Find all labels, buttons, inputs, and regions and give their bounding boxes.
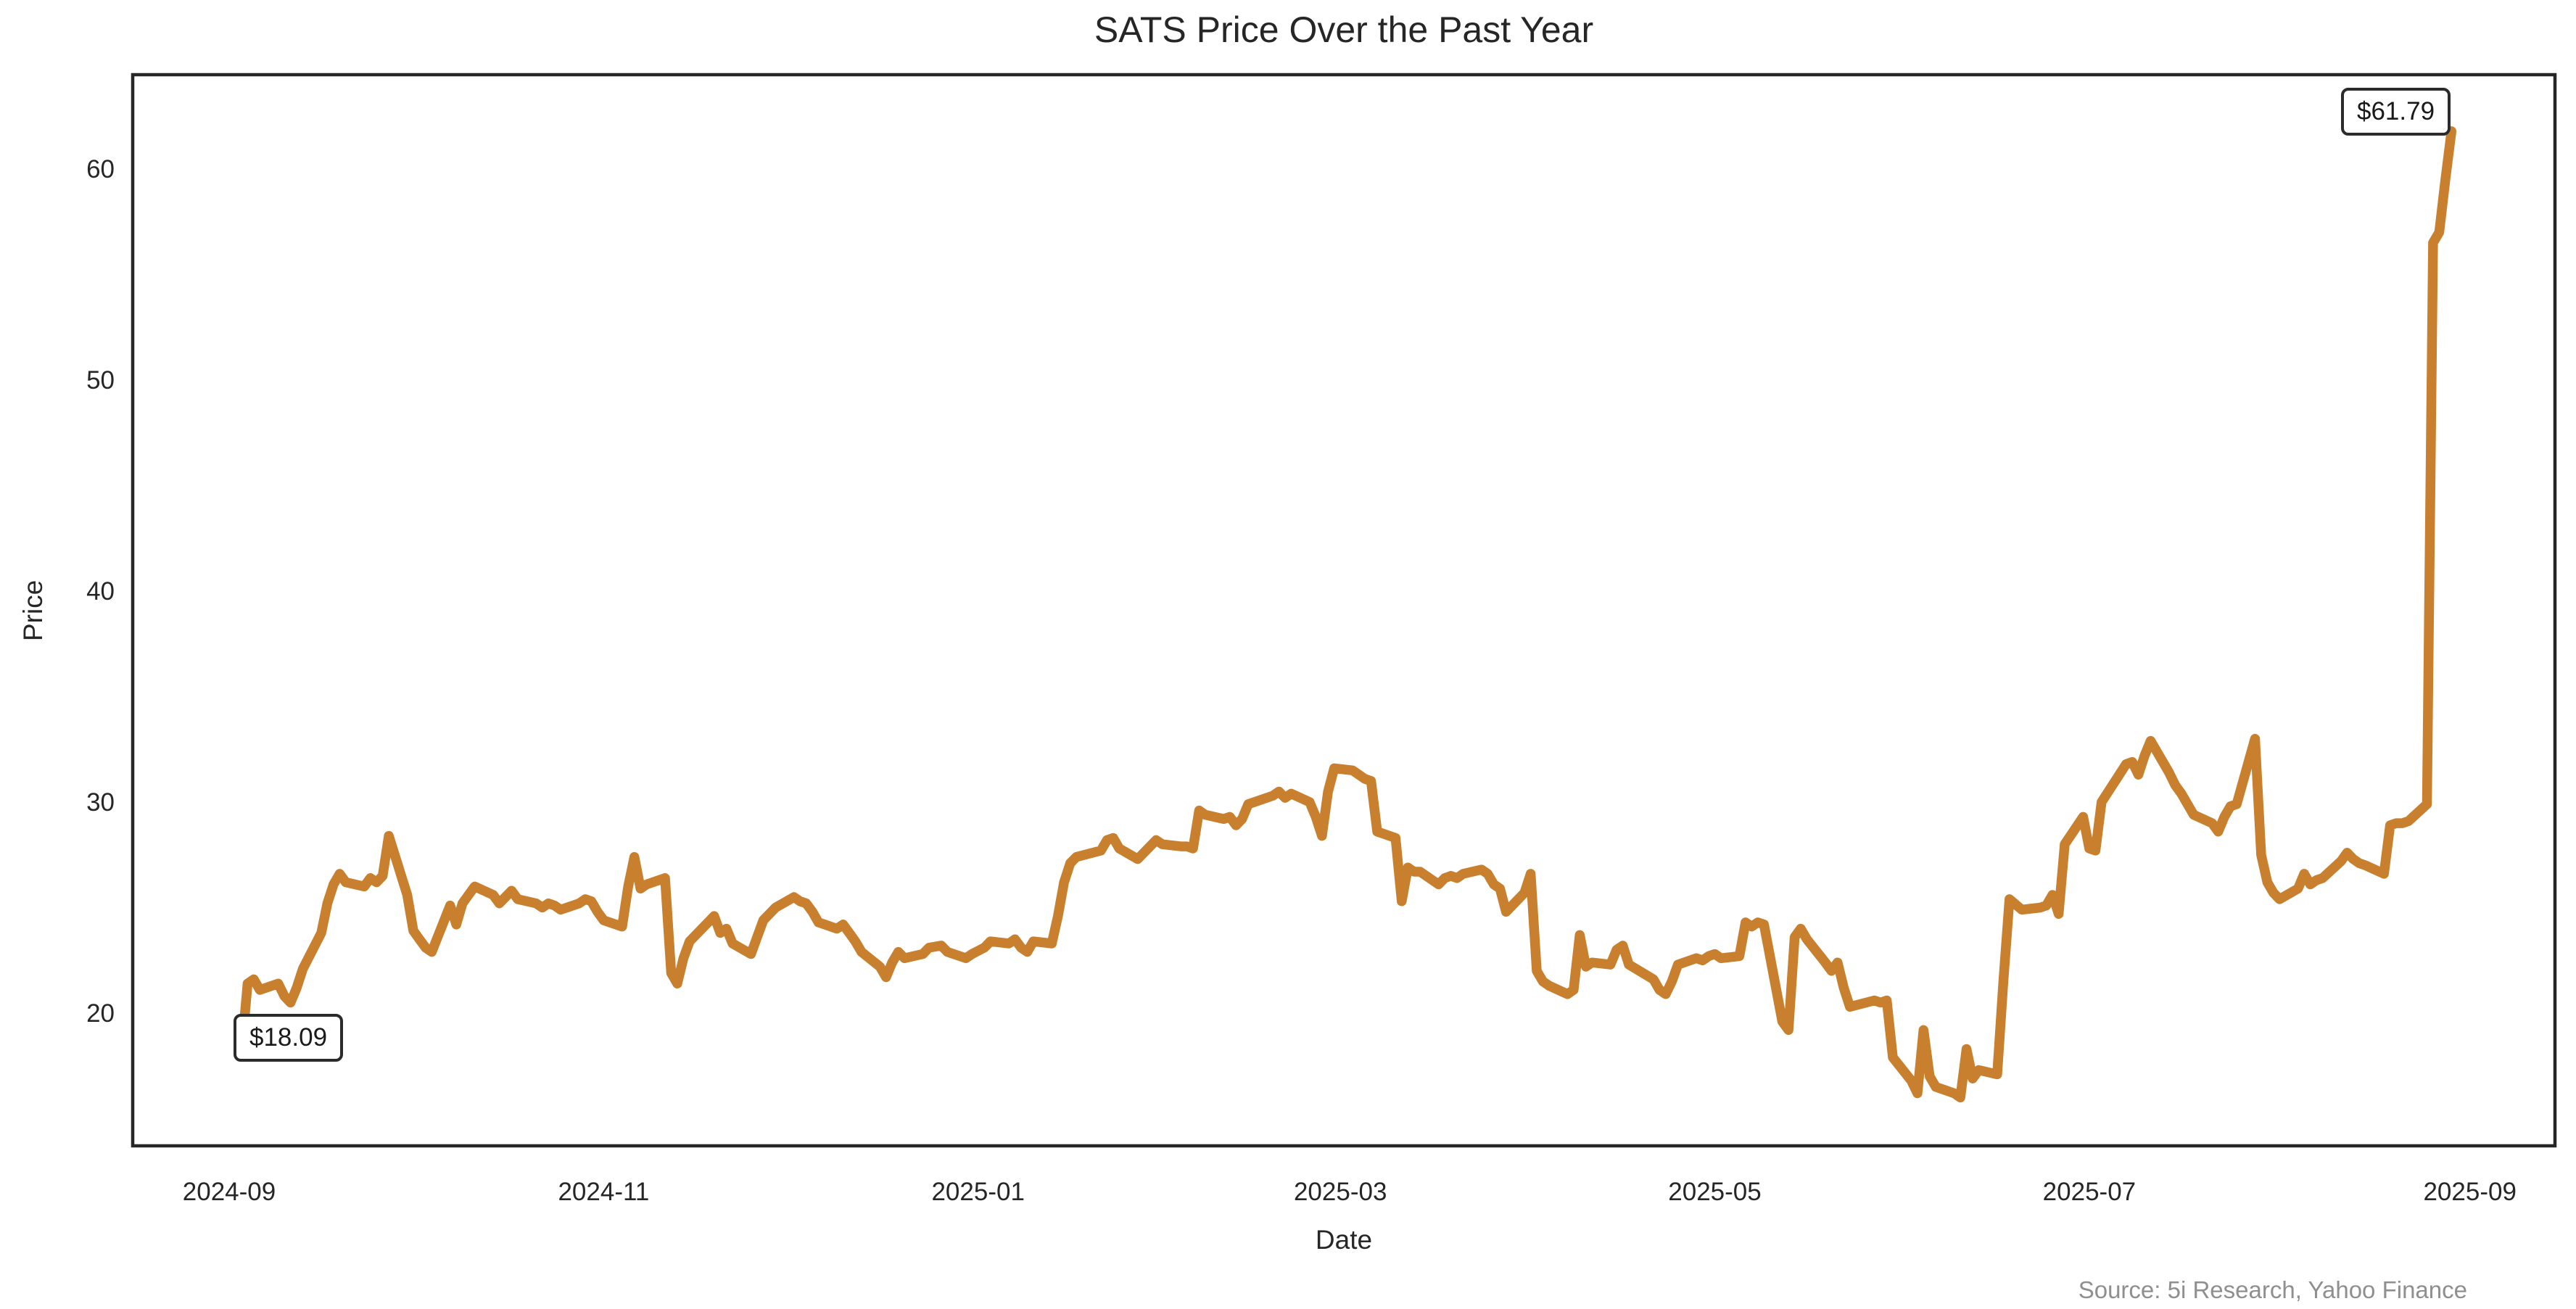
y-tick-label: 20 xyxy=(86,999,115,1028)
x-tick-label: 2024-09 xyxy=(183,1178,276,1206)
y-tick-label: 60 xyxy=(86,155,115,183)
x-tick-label: 2025-01 xyxy=(931,1178,1024,1206)
y-tick-label: 30 xyxy=(86,788,115,817)
source-attribution: Source: 5i Research, Yahoo Finance xyxy=(2078,1276,2467,1303)
x-axis-label: Date xyxy=(1316,1225,1372,1255)
end-price-annotation: $61.79 xyxy=(2341,88,2451,136)
price-line-sats xyxy=(236,126,2457,1103)
y-tick-label: 40 xyxy=(86,577,115,606)
chart-title: SATS Price Over the Past Year xyxy=(1094,9,1594,50)
x-axis-tick-labels: 2024-09 2024-11 2025-01 2025-03 2025-05 2025-… xyxy=(183,1178,2517,1206)
y-axis-tick-labels: 20 30 40 50 60 xyxy=(86,155,115,1028)
x-tick-label: 2025-05 xyxy=(1668,1178,1761,1206)
x-tick-label: 2025-03 xyxy=(1294,1178,1387,1206)
x-tick-label: 2025-09 xyxy=(2423,1178,2516,1206)
plot-frame xyxy=(131,73,2557,1148)
y-axis-label: Price xyxy=(18,580,48,641)
x-tick-label: 2024-11 xyxy=(558,1178,649,1206)
series-group xyxy=(236,126,2457,1103)
y-tick-label: 50 xyxy=(86,366,115,395)
start-price-annotation: $18.09 xyxy=(234,1014,344,1062)
x-tick-label: 2025-07 xyxy=(2043,1178,2136,1206)
